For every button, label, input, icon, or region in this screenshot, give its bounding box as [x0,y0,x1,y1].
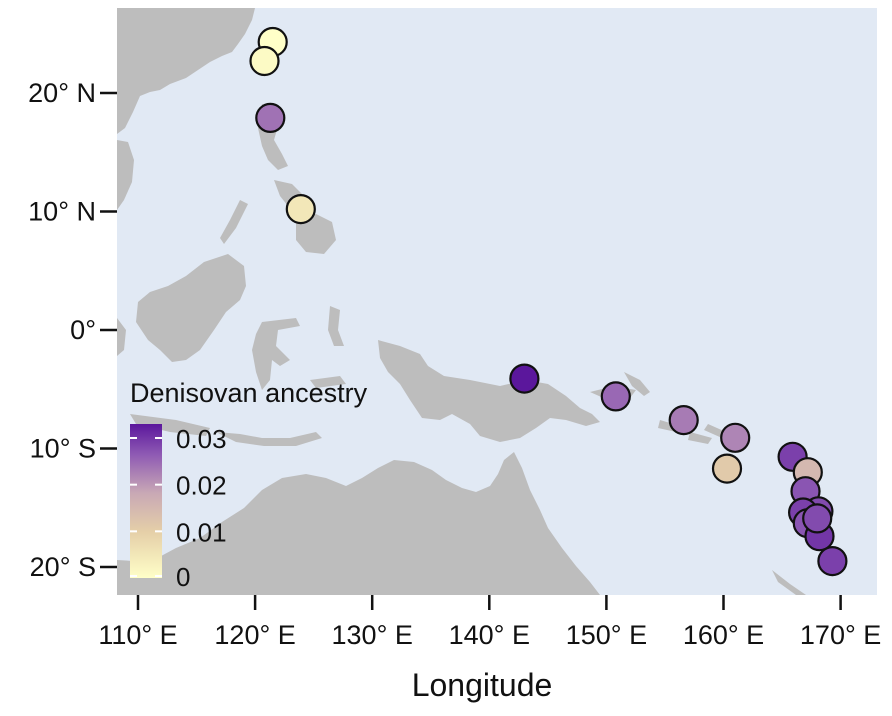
sample-points [249,26,848,577]
x-tick-label: 110° E [98,620,177,650]
y-tick-label: 20° S [30,552,96,582]
sample-point-5 [509,363,540,394]
y-tick-label: 20° N [28,78,96,108]
legend-colorbar [130,424,162,578]
sample-point-4 [285,194,316,225]
land-seram [310,376,346,388]
y-axis: 20° N 10° N 0° 10° S 20° S [28,78,117,582]
land-mindanao [296,214,336,254]
x-tick-label: 140° E [449,620,530,650]
sample-point-3 [255,102,286,134]
sample-point-17 [802,503,833,534]
sample-point-6 [600,381,631,412]
x-tick-label: 150° E [566,620,647,650]
sample-point-9 [711,453,743,484]
land-halmahera [328,306,344,346]
land-java [130,414,210,436]
land-sulawesi [252,318,300,390]
legend: Denisovan ancestry 0.03 0.02 0.01 0 [130,378,368,592]
x-tick-label: 130° E [332,620,413,650]
land-new-ireland [624,372,650,396]
x-axis: 110° E 120° E 130° E 140° E 150° E 160° E 170°… [98,595,881,650]
sample-point-2 [249,45,280,77]
legend-title: Denisovan ancestry [130,378,368,408]
legend-label: 0.01 [176,517,227,547]
x-tick-label: 170° E [800,620,881,650]
land-new-guinea [378,340,600,442]
y-tick-label: 10° S [30,434,96,464]
land-lesser-sundas [216,432,322,446]
sample-point-8 [720,422,751,453]
legend-label: 0 [176,562,190,592]
land-palawan [220,200,248,244]
x-tick-label: 160° E [683,620,764,650]
y-tick-label: 10° N [28,197,96,227]
legend-label: 0.02 [176,471,227,501]
x-tick-label: 120° E [214,620,295,650]
x-axis-title: Longitude [412,667,553,703]
land-mainland-asia [117,8,255,134]
land-borneo [136,254,246,362]
legend-label: 0.03 [176,424,227,454]
land-new-caledonia [772,570,806,595]
land-australia [117,452,600,595]
legend-ticks: 0.03 0.02 0.01 0 [130,424,227,592]
sample-point-18 [817,545,848,577]
sample-point-7 [668,405,699,436]
land-solomons-2 [688,432,712,444]
y-tick-label: 0° [70,315,96,345]
land-sumatra [117,318,126,356]
land-indochina [117,140,134,210]
